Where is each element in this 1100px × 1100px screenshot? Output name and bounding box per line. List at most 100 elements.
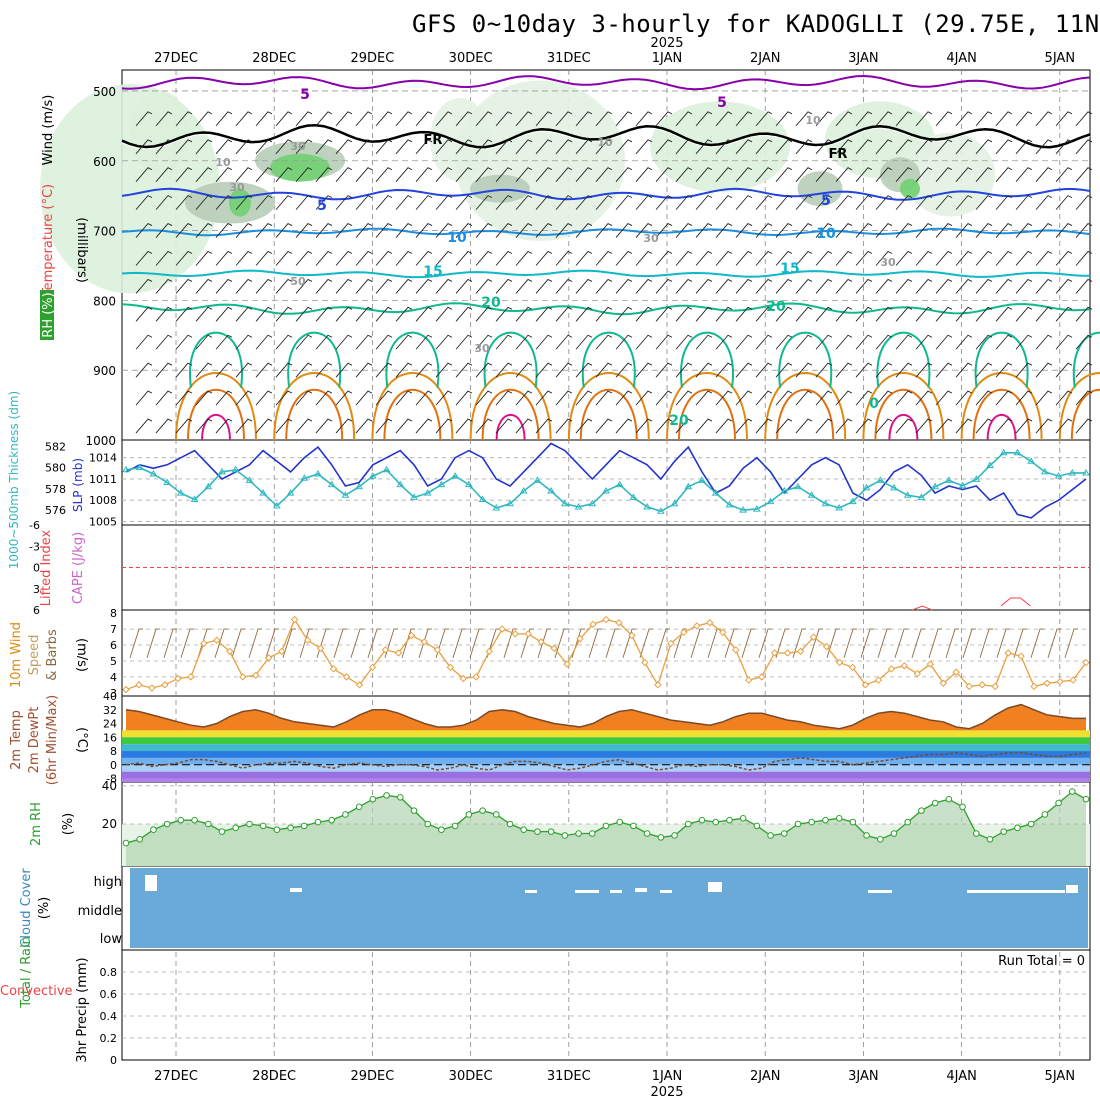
rh-point [602,822,610,830]
wind-barb [775,278,793,294]
wind-barb [795,195,813,210]
wind-speed-point [654,681,662,689]
wind-barb [935,278,953,294]
wind-barb [135,111,153,127]
date-label-top: 31DEC [547,51,591,66]
wind-barb [355,111,373,127]
wind-barb [175,306,193,322]
wind-barb [395,111,413,127]
rh-point [931,799,939,807]
wind-barb [315,250,333,266]
contour-label: 15 [423,264,442,280]
wind-barb [935,111,953,127]
thickness-line-point [698,476,706,483]
wind-barb [795,167,813,183]
convective-label: Convective [0,984,73,999]
wind-barb [475,111,493,127]
wind-barb [595,111,613,127]
wind-barb [535,167,553,183]
wind-barb [635,390,653,406]
wind-barb [515,111,533,127]
wind-speed-point [368,663,377,672]
contour-label: FR [829,147,848,162]
wind-barb [835,306,853,322]
rh-point [328,816,336,824]
rh-point [150,826,157,834]
wind-barb-10m [163,628,177,658]
wind-barb [1015,334,1033,350]
isotherm-20-loop [483,331,538,388]
thickness-line-point [437,480,446,488]
wind-barb-10m [1030,628,1044,658]
wind-barb [235,306,253,322]
wind-barb [855,390,873,406]
precip-ylabel: 3hr Precip (mm) [75,957,90,1062]
clear-sky-gap [610,890,622,893]
wind-barb [335,167,353,183]
wind-barb [935,418,953,434]
wind-barb [1055,362,1073,378]
wind-barb [215,111,233,127]
rh-point [204,820,212,828]
temp-band [122,771,1090,779]
minmax-axis-label: (6hr Min/Max) [45,695,60,785]
temp-band [122,751,1090,758]
wind-barb [215,418,233,434]
wind-speed-point [537,638,545,646]
wind-barb [575,223,593,238]
date-label-bottom: 30DEC [449,1069,493,1084]
wind-barb-10m [299,628,313,658]
thickness-line-point [958,481,967,489]
wind-speed-point [719,628,727,637]
wind-barb [595,195,613,210]
rh-color-swatch [40,290,54,340]
wind-barb [795,362,813,378]
rh-point [959,803,966,811]
wind-speed-point [524,630,532,638]
wind-barb [395,362,413,378]
wind-barb [135,167,153,183]
thickness-line-point [506,499,514,507]
thickness-line-point [1054,472,1063,479]
wind-barb [455,390,473,406]
wind-barb [155,250,173,266]
wind-barb [395,334,413,350]
lifted-excursion [912,605,933,611]
wind-barb [1035,223,1053,238]
wind-barb [215,250,233,266]
contour-label: FR [424,133,443,148]
wind-barb [995,418,1013,434]
wind-barb-10m [469,628,483,658]
cape-axis-label: CAPE (J/kg) [71,532,86,604]
boundary-layer-contour [776,388,835,441]
contour-label: 10 [215,156,231,169]
slp-line [125,442,1087,519]
wind-barb [515,278,533,294]
wind-barb [235,362,253,378]
wind-barb [975,418,993,434]
wind-barb [915,250,933,266]
cape-lifted-panel [122,567,1090,611]
wind-barb [335,418,353,434]
wind-barb [595,362,613,378]
wind-barb [195,278,213,294]
wind-barb [955,167,973,183]
wind-barb [815,111,833,127]
thickness-line-point [670,499,679,507]
contour-label: 30 [643,232,659,245]
wind-speed-point [342,673,351,681]
wind-speed-point [991,682,999,691]
wind-barb [695,278,713,294]
wind-barb [435,111,453,127]
wind-barb [535,139,553,155]
wind-barb [995,278,1013,294]
wind-speed-point [628,631,636,640]
rh-point [835,814,843,822]
precip-tick: 0.4 [100,1010,118,1023]
wind-barb [775,111,793,127]
wind-speed-point [770,649,779,657]
wind-speed-point [809,633,818,641]
thickness-line-point [862,483,871,491]
wind-barb [475,362,493,378]
thickness-line-point [931,482,940,490]
